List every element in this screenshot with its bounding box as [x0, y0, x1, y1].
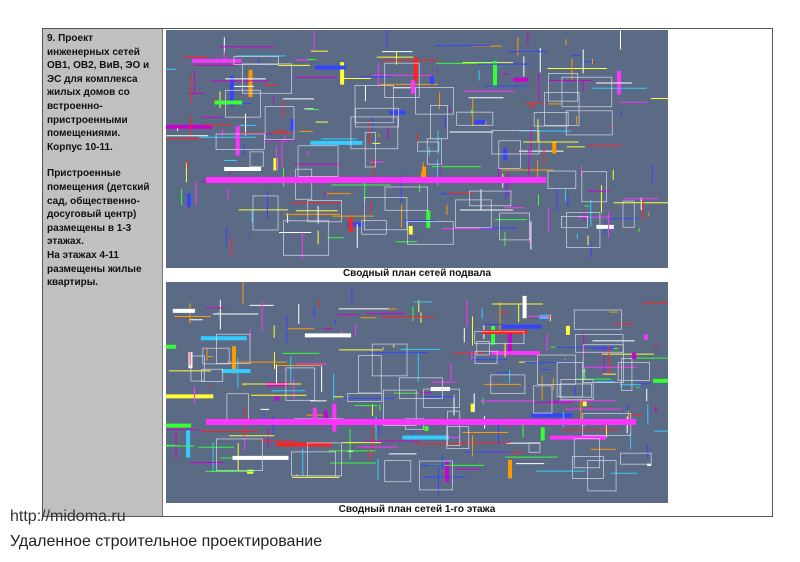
cad-stroke: [581, 171, 608, 203]
cad-stroke: [252, 195, 279, 231]
cad-stroke: [202, 347, 230, 365]
cad-stroke: [233, 56, 279, 65]
sidebar-text: На этажах 4-11 размещены жилые квартиры.: [47, 249, 142, 289]
cad-stroke: [283, 220, 330, 256]
cad-stroke: [364, 196, 408, 231]
cad-stroke: [561, 216, 588, 229]
cad-stroke: [297, 145, 339, 177]
cad-stroke: [384, 186, 428, 211]
footer-url: http://midoma.ru: [10, 508, 126, 525]
cad-stroke: [575, 334, 624, 353]
cad-stroke: [556, 362, 583, 398]
cad-stroke: [566, 212, 601, 248]
cad-stroke: [498, 140, 521, 169]
cad-stroke: [532, 385, 553, 414]
cad-stroke: [573, 309, 622, 330]
image-caption: Сводный план сетей подвала: [342, 268, 492, 279]
cad-stroke: [417, 141, 440, 152]
cad-stroke: [571, 456, 604, 479]
cad-stroke: [225, 89, 261, 118]
cad-stroke: [291, 451, 337, 477]
cad-stroke: [547, 170, 577, 189]
cad-stroke: [418, 460, 453, 491]
cad-stroke: [561, 76, 613, 108]
cad-stroke: [215, 133, 265, 150]
cad-stroke: [587, 460, 617, 492]
cad-stroke: [398, 377, 443, 399]
cad-stroke: [384, 62, 420, 98]
cad-stroke: [307, 200, 342, 223]
cad-stroke: [528, 442, 541, 453]
cad-stroke: [565, 110, 613, 136]
image-caption: Сводный план сетей 1-го этажа: [338, 504, 496, 515]
cad-stroke: [361, 220, 387, 235]
cad-stroke: [358, 355, 382, 394]
cad-stroke: [474, 331, 525, 345]
sidebar-text: 9. Проект инженерных сетей ОВ1, ОВ2, ВиВ…: [47, 33, 150, 153]
cad-stroke: [456, 111, 494, 126]
cad-stroke: [422, 388, 460, 408]
cad-stroke: [582, 344, 624, 384]
cad-stroke: [383, 389, 417, 426]
cad-stroke: [241, 63, 292, 94]
sidebar-text: Пристроенные помещения (детский сад, общ…: [47, 168, 150, 248]
cad-plan: [166, 30, 668, 268]
cad-stroke: [347, 393, 383, 402]
cad-stroke: [447, 410, 461, 446]
cad-plan: [166, 282, 668, 503]
cad-stroke: [548, 73, 579, 102]
footer-tagline: Удаленное строительное проектирование: [10, 533, 323, 550]
cad-stroke: [190, 355, 205, 382]
cad-stroke: [537, 354, 577, 385]
cad-stroke: [474, 350, 498, 364]
cad-stroke: [617, 362, 650, 381]
cad-stroke: [354, 84, 394, 124]
cad-stroke: [285, 367, 316, 401]
cad-stroke: [295, 168, 313, 200]
cad-stroke: [620, 452, 652, 465]
slide: 9. Проект инженерных сетей ОВ1, ОВ2, ВиВ…: [42, 28, 773, 517]
cad-stroke: [216, 333, 251, 364]
cad-stroke: [384, 460, 412, 483]
cad-stroke: [407, 220, 454, 245]
cad-stroke: [621, 358, 633, 391]
cad-stroke: [499, 212, 530, 241]
cad-stroke: [371, 343, 408, 377]
cad-stroke: [249, 151, 264, 167]
cad-stroke: [455, 199, 492, 228]
cad-stroke: [446, 426, 470, 449]
cad-stroke: [216, 438, 263, 471]
cad-stroke: [364, 132, 376, 168]
cad-stroke: [426, 138, 442, 165]
cad-stroke: [264, 106, 295, 141]
sidebar: 9. Проект инженерных сетей ОВ1, ОВ2, ВиВ…: [43, 29, 163, 516]
cad-stroke: [573, 438, 601, 469]
cad-stroke: [622, 200, 635, 228]
cad-stroke: [533, 112, 569, 127]
cad-stroke: [490, 374, 526, 394]
cad-stroke: [415, 87, 454, 115]
cad-stroke: [491, 130, 540, 155]
cad-stroke: [476, 341, 490, 356]
cad-stroke: [201, 368, 224, 382]
cad-stroke: [560, 379, 594, 401]
cad-stroke: [355, 107, 400, 128]
cad-stroke: [350, 116, 399, 150]
cad-stroke: [469, 190, 512, 207]
